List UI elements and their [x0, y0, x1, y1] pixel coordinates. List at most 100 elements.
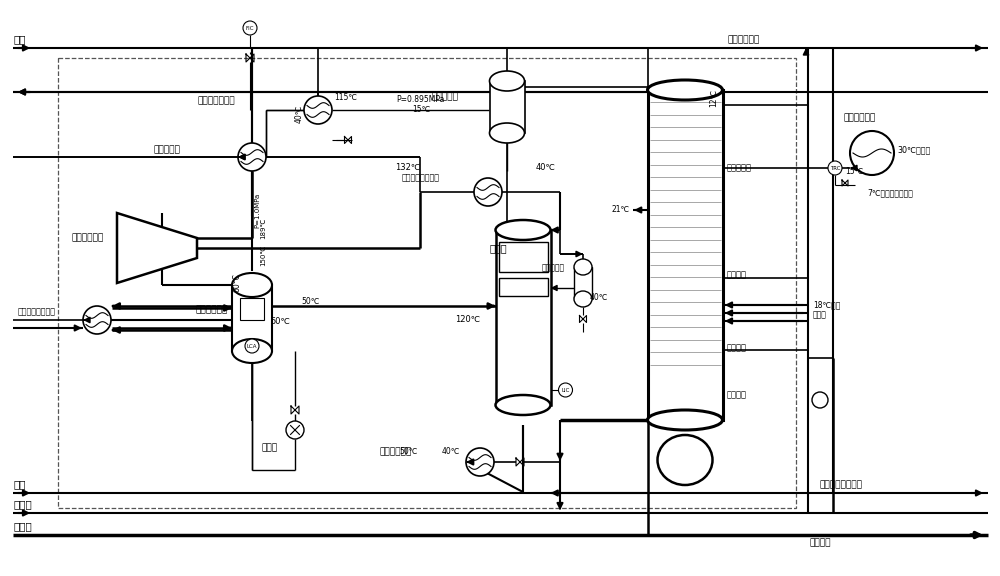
- Bar: [650, 252, 720, 259]
- Bar: [650, 177, 720, 184]
- Ellipse shape: [232, 273, 272, 297]
- Bar: [650, 315, 720, 322]
- Bar: [650, 102, 720, 109]
- Circle shape: [850, 131, 894, 175]
- Circle shape: [238, 143, 266, 171]
- Bar: [498, 278, 548, 296]
- Bar: [648, 90, 722, 420]
- Bar: [650, 165, 720, 172]
- Text: 18℃冷水
冷水管: 18℃冷水 冷水管: [813, 300, 840, 320]
- Text: 冷却盘管: 冷却盘管: [727, 343, 747, 353]
- Bar: [650, 190, 720, 196]
- Text: 150℃: 150℃: [260, 244, 266, 266]
- Bar: [232, 285, 272, 351]
- Text: 漂白塔: 漂白塔: [490, 243, 508, 253]
- Text: 稀酸泵: 稀酸泵: [262, 444, 278, 453]
- Text: 15℃: 15℃: [412, 105, 430, 115]
- Ellipse shape: [648, 80, 722, 100]
- Text: 氧化氮分离器: 氧化氮分离器: [195, 305, 227, 314]
- Text: P=0.895MPa: P=0.895MPa: [396, 94, 444, 104]
- Text: 尾气: 尾气: [13, 479, 26, 489]
- Text: 冷冻水盘管: 冷冻水盘管: [727, 164, 752, 172]
- Text: 30℃工艺水: 30℃工艺水: [897, 146, 930, 154]
- Bar: [650, 152, 720, 159]
- Circle shape: [828, 161, 842, 175]
- Text: 成品酸去成品酸罐: 成品酸去成品酸罐: [820, 480, 863, 489]
- Ellipse shape: [496, 220, 550, 240]
- Text: 40℃: 40℃: [590, 294, 608, 302]
- Text: 21℃: 21℃: [612, 206, 630, 214]
- Bar: [240, 298, 264, 320]
- Bar: [650, 302, 720, 309]
- Text: TRC: TRC: [830, 165, 840, 170]
- Text: 40℃: 40℃: [442, 448, 460, 457]
- Ellipse shape: [648, 410, 722, 430]
- Text: 12℃: 12℃: [709, 89, 718, 107]
- Text: 高压反应水冷凝器: 高压反应水冷凝器: [402, 173, 440, 183]
- Ellipse shape: [574, 259, 592, 275]
- Text: 189℃: 189℃: [260, 217, 266, 238]
- Circle shape: [304, 96, 332, 124]
- Bar: [574, 267, 592, 299]
- Ellipse shape: [574, 291, 592, 307]
- Text: 成品酸冷却器: 成品酸冷却器: [380, 448, 412, 457]
- Text: 尾气预热器: 尾气预热器: [153, 146, 180, 154]
- Bar: [650, 240, 720, 247]
- Text: 尾气分离器: 尾气分离器: [432, 93, 459, 101]
- Text: 冷却水: 冷却水: [13, 521, 32, 531]
- Text: 氧化氮压缩机: 氧化氮压缩机: [72, 233, 104, 242]
- Text: 冷水盘管: 冷水盘管: [727, 271, 747, 279]
- Bar: [650, 265, 720, 272]
- Bar: [650, 340, 720, 347]
- Polygon shape: [117, 213, 197, 283]
- Ellipse shape: [490, 71, 524, 91]
- Bar: [496, 230, 550, 405]
- Ellipse shape: [658, 435, 712, 485]
- Text: 冷却水管: 冷却水管: [810, 538, 832, 547]
- Bar: [650, 353, 720, 359]
- Bar: [498, 242, 548, 272]
- Ellipse shape: [232, 339, 272, 363]
- Text: 7℃冷水来自制水站: 7℃冷水来自制水站: [867, 188, 913, 198]
- Circle shape: [466, 448, 494, 476]
- Text: 冷却盘管: 冷却盘管: [727, 391, 747, 400]
- Bar: [650, 327, 720, 334]
- Ellipse shape: [490, 123, 524, 143]
- Text: 40℃: 40℃: [535, 164, 555, 172]
- Bar: [650, 228, 720, 234]
- Text: 132℃: 132℃: [395, 162, 420, 172]
- Circle shape: [286, 421, 304, 439]
- Text: 120℃: 120℃: [455, 316, 480, 324]
- Text: 气液分离器: 气液分离器: [542, 263, 565, 272]
- Bar: [650, 277, 720, 284]
- Text: 二次空气冷却器: 二次空气冷却器: [198, 97, 236, 105]
- Text: LIC: LIC: [561, 388, 570, 392]
- Circle shape: [812, 392, 828, 408]
- Circle shape: [474, 178, 502, 206]
- Text: 空气: 空气: [13, 34, 26, 44]
- Circle shape: [558, 383, 572, 397]
- Text: P=1.0MPa: P=1.0MPa: [254, 192, 260, 228]
- Circle shape: [83, 306, 111, 334]
- Text: 50℃: 50℃: [400, 448, 418, 457]
- Ellipse shape: [496, 395, 550, 415]
- Bar: [490, 81, 524, 133]
- Text: 40℃: 40℃: [295, 105, 304, 123]
- Text: 工艺水冷却器: 工艺水冷却器: [844, 113, 876, 123]
- Bar: [650, 202, 720, 209]
- Bar: [650, 139, 720, 146]
- Text: 低压反应水冷凝器: 低压反应水冷凝器: [18, 308, 56, 316]
- Bar: [58, 58, 796, 508]
- Bar: [650, 127, 720, 134]
- Text: 冷却水: 冷却水: [13, 499, 32, 509]
- Text: 15℃: 15℃: [845, 168, 863, 176]
- Text: FIC: FIC: [246, 25, 254, 31]
- Circle shape: [243, 21, 257, 35]
- Text: 去冷水制水站: 去冷水制水站: [727, 35, 759, 44]
- Text: 115℃: 115℃: [334, 93, 357, 103]
- Bar: [650, 115, 720, 122]
- Text: LCA: LCA: [247, 343, 257, 348]
- Bar: [650, 215, 720, 222]
- Text: 50℃: 50℃: [302, 297, 320, 306]
- Bar: [650, 290, 720, 297]
